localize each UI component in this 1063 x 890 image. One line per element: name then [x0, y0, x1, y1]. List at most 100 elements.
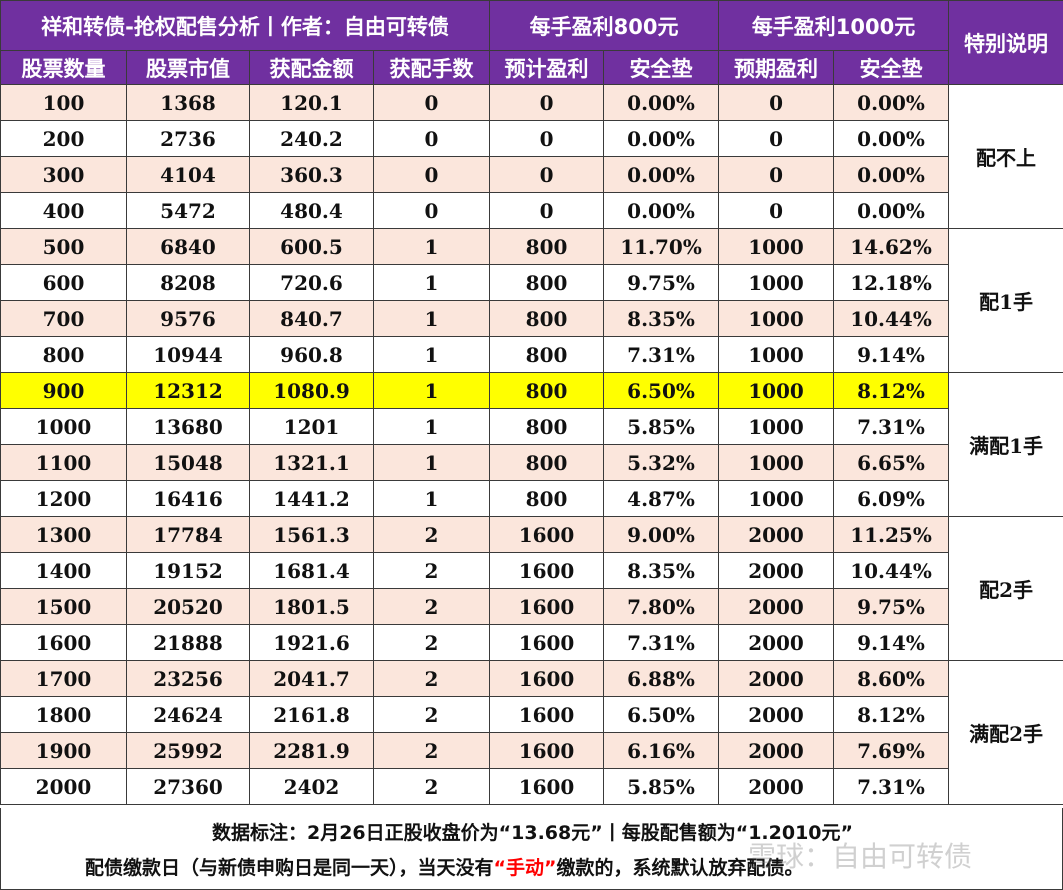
table-row: 1400 19152 1681.4 2 1600 8.35% 2000 10.44%	[0, 552, 1063, 589]
cell-profit-800: 1600	[489, 768, 605, 805]
cell-safety-800: 0.00%	[603, 84, 720, 121]
cell-market-value: 10944	[126, 336, 250, 373]
cell-allot-lots: 2	[372, 768, 491, 805]
cell-safety-1000: 9.14%	[833, 624, 950, 661]
col-header-safety-1000: 安全垫	[833, 50, 950, 85]
cell-share-count: 700	[0, 300, 127, 337]
cell-safety-1000: 0.00%	[833, 120, 950, 157]
group-header-800: 每手盈利800元	[489, 0, 720, 51]
cell-market-value: 24624	[126, 696, 250, 733]
cell-profit-1000: 2000	[718, 660, 835, 697]
cell-safety-800: 8.35%	[603, 300, 720, 337]
cell-market-value: 15048	[126, 444, 250, 481]
cell-safety-800: 0.00%	[603, 156, 720, 193]
cell-allot-amount: 2281.9	[249, 732, 374, 769]
cell-safety-800: 8.35%	[603, 552, 720, 589]
cell-share-count: 1400	[0, 552, 127, 589]
cell-share-count: 100	[0, 84, 127, 121]
cell-allot-lots: 1	[372, 336, 491, 373]
col-header-market-value: 股票市值	[126, 50, 250, 85]
cell-safety-1000: 7.31%	[833, 408, 950, 445]
cell-market-value: 19152	[126, 552, 250, 589]
table-row: 900 12312 1080.9 1 800 6.50% 1000 8.12% 满配1手	[0, 372, 1063, 517]
col-header-profit-800: 预计盈利	[489, 50, 605, 85]
cell-safety-800: 7.31%	[603, 624, 720, 661]
table-row: 1900 25992 2281.9 2 1600 6.16% 2000 7.69%	[0, 732, 1063, 769]
cell-profit-1000: 2000	[718, 732, 835, 769]
footer-line-2-end: 缴款的，系统默认放弃配债。	[556, 857, 804, 879]
cell-share-count: 1600	[0, 624, 127, 661]
col-header-allot-amount: 获配金额	[249, 50, 374, 85]
cell-profit-800: 1600	[489, 552, 605, 589]
cell-allot-lots: 2	[372, 588, 491, 625]
cell-safety-1000: 9.75%	[833, 588, 950, 625]
cell-safety-1000: 10.44%	[833, 300, 950, 337]
cell-safety-1000: 10.44%	[833, 552, 950, 589]
cell-safety-1000: 8.60%	[833, 660, 950, 697]
table-row: 1000 13680 1201 1 800 5.85% 1000 7.31%	[0, 408, 1063, 445]
cell-safety-1000: 0.00%	[833, 156, 950, 193]
note-cell: 满配2手	[948, 660, 1063, 805]
cell-safety-800: 5.85%	[603, 408, 720, 445]
cell-profit-1000: 2000	[718, 588, 835, 625]
table-title: 祥和转债-抢权配售分析丨作者：自由可转债	[0, 0, 491, 51]
col-header-safety-800: 安全垫	[603, 50, 720, 85]
cell-share-count: 200	[0, 120, 127, 157]
table-row: 700 9576 840.7 1 800 8.35% 1000 10.44%	[0, 300, 1063, 337]
cell-allot-amount: 1080.9	[249, 372, 374, 409]
cell-profit-800: 1600	[489, 516, 605, 553]
cell-allot-amount: 1201	[249, 408, 374, 445]
table-row: 300 4104 360.3 0 0 0.00% 0 0.00%	[0, 156, 1063, 193]
cell-allot-lots: 0	[372, 84, 491, 121]
cell-safety-1000: 6.65%	[833, 444, 950, 481]
cell-share-count: 1100	[0, 444, 127, 481]
table-row: 1300 17784 1561.3 2 1600 9.00% 2000 11.25% 配2手	[0, 516, 1063, 661]
note-cell: 配不上	[948, 84, 1063, 229]
cell-profit-1000: 0	[718, 156, 835, 193]
cell-allot-amount: 840.7	[249, 300, 374, 337]
cell-allot-lots: 1	[372, 300, 491, 337]
footer-line-2: 配债缴款日（与新债申购日是同一天），当天没有“手动”缴款的，系统默认放弃配债。	[85, 853, 804, 880]
cell-market-value: 17784	[126, 516, 250, 553]
cell-safety-1000: 11.25%	[833, 516, 950, 553]
cell-profit-1000: 2000	[718, 768, 835, 805]
cell-allot-amount: 960.8	[249, 336, 374, 373]
cell-safety-1000: 0.00%	[833, 192, 950, 229]
cell-allot-amount: 720.6	[249, 264, 374, 301]
cell-allot-lots: 1	[372, 228, 491, 265]
cell-market-value: 5472	[126, 192, 250, 229]
cell-share-count: 300	[0, 156, 127, 193]
cell-market-value: 13680	[126, 408, 250, 445]
cell-allot-amount: 120.1	[249, 84, 374, 121]
cell-market-value: 16416	[126, 480, 250, 517]
cell-safety-800: 5.85%	[603, 768, 720, 805]
cell-market-value: 21888	[126, 624, 250, 661]
cell-profit-800: 0	[489, 156, 605, 193]
cell-safety-800: 11.70%	[603, 228, 720, 265]
cell-profit-1000: 2000	[718, 552, 835, 589]
cell-profit-800: 1600	[489, 588, 605, 625]
cell-share-count: 1300	[0, 516, 127, 553]
cell-profit-1000: 1000	[718, 300, 835, 337]
footer-line-2-start: 配债缴款日（与新债申购日是同一天），当天没有	[85, 857, 494, 879]
cell-profit-1000: 0	[718, 84, 835, 121]
watermark: 雪球：自由可转债	[748, 840, 973, 873]
cell-allot-lots: 2	[372, 552, 491, 589]
table-row: 400 5472 480.4 0 0 0.00% 0 0.00%	[0, 192, 1063, 229]
cell-allot-lots: 0	[372, 156, 491, 193]
cell-share-count: 1000	[0, 408, 127, 445]
cell-profit-800: 800	[489, 228, 605, 265]
cell-market-value: 8208	[126, 264, 250, 301]
cell-profit-1000: 1000	[718, 264, 835, 301]
cell-safety-800: 5.32%	[603, 444, 720, 481]
cell-allot-lots: 2	[372, 516, 491, 553]
cell-allot-amount: 240.2	[249, 120, 374, 157]
cell-allot-amount: 480.4	[249, 192, 374, 229]
cell-profit-800: 0	[489, 192, 605, 229]
table-row: 1800 24624 2161.8 2 1600 6.50% 2000 8.12%	[0, 696, 1063, 733]
cell-allot-amount: 2041.7	[249, 660, 374, 697]
table-row: 100 1368 120.1 0 0 0.00% 0 0.00% 配不上	[0, 84, 1063, 229]
cell-allot-amount: 1441.2	[249, 480, 374, 517]
cell-safety-800: 7.31%	[603, 336, 720, 373]
cell-allot-amount: 1921.6	[249, 624, 374, 661]
